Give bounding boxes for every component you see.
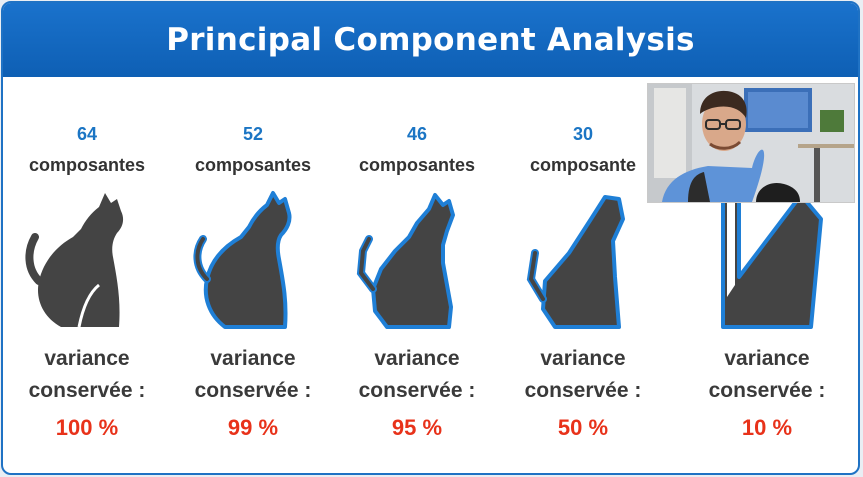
variance-percent: 50 % xyxy=(557,415,609,440)
component-label: composantes xyxy=(358,155,476,175)
variance-percent: 100 % xyxy=(55,415,119,440)
pca-column-last: variance conservée : 10 % xyxy=(683,77,851,473)
component-count: 64 xyxy=(76,124,98,144)
cat-silhouette-icon xyxy=(526,195,625,329)
variance-label-2: conservée : xyxy=(524,379,642,402)
pca-column-46: 46 composantes variance conservée : 95 % xyxy=(333,77,501,473)
component-count: 52 xyxy=(242,124,264,144)
webcam-presenter xyxy=(647,83,855,203)
component-count: 30 xyxy=(572,124,594,144)
component-label: composante xyxy=(529,155,637,175)
component-count: 46 xyxy=(406,124,428,144)
variance-percent: 95 % xyxy=(391,415,443,440)
variance-label: variance xyxy=(540,347,626,370)
variance-label-2: conservée : xyxy=(358,379,476,402)
presenter-video-frame xyxy=(648,84,854,202)
variance-percent: 10 % xyxy=(741,415,793,440)
variance-label-2: conservée : xyxy=(708,379,826,402)
cat-silhouette-icon xyxy=(193,191,292,329)
cat-silhouette-icon xyxy=(721,193,823,329)
slide-title: Principal Component Analysis xyxy=(166,22,695,58)
cat-silhouette-icon xyxy=(25,193,124,328)
title-bar: Principal Component Analysis xyxy=(3,3,858,77)
variance-label: variance xyxy=(210,347,296,370)
component-label: composantes xyxy=(28,155,146,175)
variance-percent: 99 % xyxy=(227,415,279,440)
pca-column-30: 30 composante variance conservée : 50 % xyxy=(499,77,667,473)
variance-label: variance xyxy=(724,347,810,370)
cat-silhouette-icon xyxy=(356,193,455,329)
pca-column-52: 52 composantes variance conservée : 99 % xyxy=(169,77,337,473)
variance-label: variance xyxy=(44,347,130,370)
variance-label-2: conservée : xyxy=(194,379,312,402)
pca-column-64: 64 composantes variance conservée : 100 … xyxy=(3,77,171,473)
variance-label-2: conservée : xyxy=(28,379,146,402)
component-label: composantes xyxy=(194,155,312,175)
variance-label: variance xyxy=(374,347,460,370)
